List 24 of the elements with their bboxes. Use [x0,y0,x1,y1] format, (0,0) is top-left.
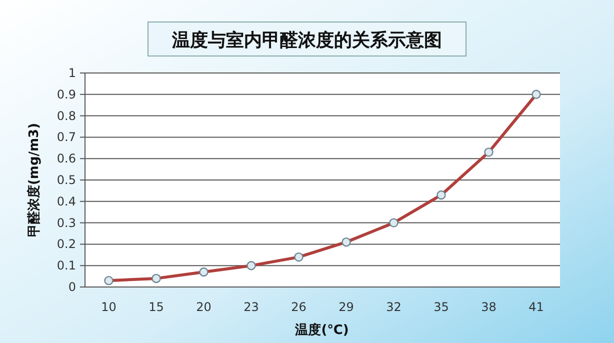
x-tick-label: 41 [528,300,544,314]
y-tick-label: 0.9 [56,87,76,102]
x-tick-label: 35 [434,300,449,314]
y-tick-label: 0.7 [56,130,76,144]
x-tick-label: 38 [481,300,496,314]
chart-title: 温度与室内甲醛浓度的关系示意图 [171,30,442,51]
x-tick-label: 20 [196,300,212,314]
x-tick-label: 29 [338,300,354,314]
x-tick-label: 23 [244,300,259,314]
x-tick-label: 15 [148,300,164,314]
y-tick-label: 0.4 [56,194,76,208]
y-tick-label: 1 [68,66,76,80]
y-tick-label: 0 [68,280,76,294]
y-tick-label: 0.1 [56,258,76,273]
x-axis-title: 温度(℃) [294,322,349,338]
y-tick-label: 0.5 [56,173,76,187]
y-tick-label: 0.8 [56,108,76,123]
x-tick-label: 10 [101,300,116,314]
y-tick-label: 0.3 [56,216,76,230]
y-tick-label: 0.6 [56,152,76,166]
y-tick-label: 0.2 [56,237,76,252]
y-axis-title: 甲醛浓度(mg/m3) [26,122,42,238]
x-tick-label: 26 [291,300,306,314]
x-tick-label: 32 [386,300,402,314]
